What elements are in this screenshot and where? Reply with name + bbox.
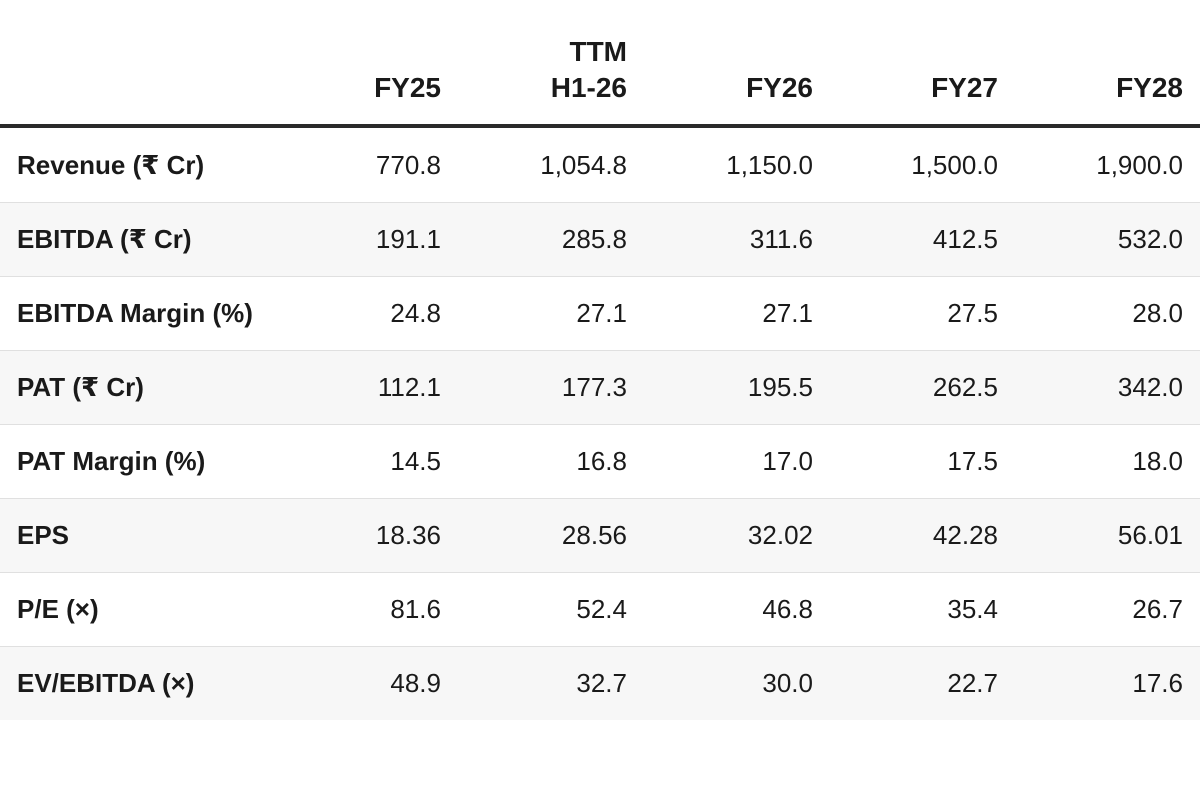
table-cell: 412.5 <box>932 224 998 254</box>
row-label: PAT (₹ Cr) <box>17 372 144 402</box>
table-cell: 28.56 <box>561 520 627 550</box>
table-cell: 35.4 <box>947 594 998 624</box>
row-label: P/E (×) <box>17 594 99 624</box>
table-cell: 342.0 <box>1117 372 1183 402</box>
table-cell: 52.4 <box>576 594 627 624</box>
table-cell: 191.1 <box>375 224 441 254</box>
table-cell: 46.8 <box>762 594 813 624</box>
table-cell: 1,900.0 <box>1096 149 1183 180</box>
table-cell: 18.36 <box>375 520 441 550</box>
table-row-ebitda-margin: EBITDA Margin (%) 24.8 27.1 27.1 27.5 28… <box>0 277 1200 351</box>
table-cell: 24.8 <box>390 298 441 328</box>
table-cell: 27.1 <box>762 298 813 328</box>
table-row-pat-margin: PAT Margin (%) 14.5 16.8 17.0 17.5 18.0 <box>0 425 1200 499</box>
table-cell: 56.01 <box>1117 520 1183 550</box>
table-cell: 22.7 <box>947 668 998 698</box>
table-cell: 27.5 <box>947 298 998 328</box>
table-cell: 26.7 <box>1132 594 1183 624</box>
table-cell: 177.3 <box>561 372 627 402</box>
table-header: FY25 TTM H1-26 FY26 FY27 FY28 <box>0 0 1200 128</box>
table-cell: 112.1 <box>377 372 441 402</box>
table-cell: 18.0 <box>1132 446 1183 476</box>
table-cell: 285.8 <box>561 224 627 254</box>
table-row-pat: PAT (₹ Cr) 112.1 177.3 195.5 262.5 342.0 <box>0 351 1200 425</box>
table-row-eps: EPS 18.36 28.56 32.02 42.28 56.01 <box>0 499 1200 573</box>
table-cell: 32.7 <box>576 668 627 698</box>
column-header-fy28: FY28 <box>1116 72 1183 103</box>
table-cell: 27.1 <box>576 298 627 328</box>
column-header-fy26: FY26 <box>746 72 813 103</box>
table-cell: 311.6 <box>749 224 813 254</box>
table-cell: 1,150.0 <box>726 149 813 180</box>
table-cell: 262.5 <box>932 372 998 402</box>
table-row-ev-ebitda: EV/EBITDA (×) 48.9 32.7 30.0 22.7 17.6 <box>0 647 1200 720</box>
table-row-revenue: Revenue (₹ Cr) 770.8 1,054.8 1,150.0 1,5… <box>0 128 1200 203</box>
table-cell: 17.5 <box>947 446 998 476</box>
table-cell: 42.28 <box>932 520 998 550</box>
row-label: EPS <box>17 520 70 550</box>
table-cell: 30.0 <box>762 668 813 698</box>
column-header-fy27: FY27 <box>931 72 998 103</box>
table-cell: 17.0 <box>762 446 813 476</box>
table-cell: 81.6 <box>390 594 441 624</box>
column-header-ttm-h1-26: TTM H1-26 <box>550 36 627 103</box>
table-cell: 1,054.8 <box>540 149 627 180</box>
table-cell: 770.8 <box>375 149 441 180</box>
table-row-pe: P/E (×) 81.6 52.4 46.8 35.4 26.7 <box>0 573 1200 647</box>
table-cell: 48.9 <box>390 668 441 698</box>
row-label: Revenue (₹ Cr) <box>17 149 205 180</box>
table-cell: 32.02 <box>747 520 813 550</box>
row-label: EBITDA (₹ Cr) <box>17 224 192 254</box>
financial-summary-table: FY25 TTM H1-26 FY26 FY27 FY28 Revenue (₹… <box>0 0 1200 720</box>
column-header-fy25: FY25 <box>374 72 441 103</box>
table-cell: 17.6 <box>1132 668 1183 698</box>
table-cell: 14.5 <box>390 446 441 476</box>
table-row-ebitda: EBITDA (₹ Cr) 191.1 285.8 311.6 412.5 53… <box>0 203 1200 277</box>
row-label: EV/EBITDA (×) <box>17 668 195 698</box>
row-label: EBITDA Margin (%) <box>17 298 253 328</box>
table-cell: 532.0 <box>1117 224 1183 254</box>
table-cell: 28.0 <box>1132 298 1183 328</box>
row-label: PAT Margin (%) <box>17 446 206 476</box>
table-cell: 1,500.0 <box>911 149 998 180</box>
table-cell: 16.8 <box>576 446 627 476</box>
table-cell: 195.5 <box>747 372 813 402</box>
